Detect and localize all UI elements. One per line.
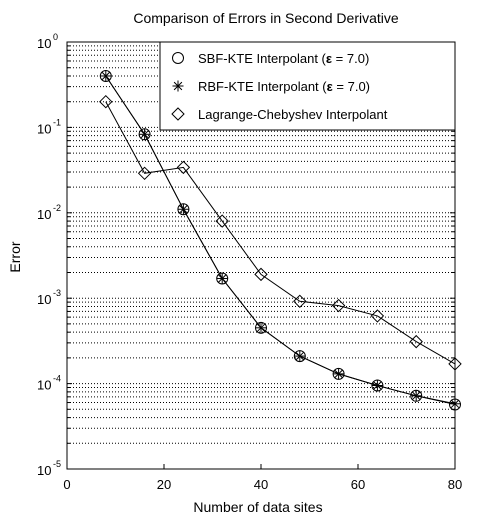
y-tick-label-base: 10 (37, 463, 51, 478)
x-tick-label: 80 (448, 477, 462, 492)
data-point-diamond (254, 267, 268, 282)
data-point-diamond (176, 160, 191, 175)
x-tick-label: 20 (157, 477, 171, 492)
data-point-diamond (293, 294, 307, 308)
legend-label: Lagrange-Chebyshev Interpolant (198, 107, 388, 122)
asterisk-stroke (295, 351, 305, 361)
data-point-asterisk (177, 203, 189, 215)
data-point-diamond (370, 309, 385, 323)
y-tick-label-exponent: 0 (53, 32, 58, 42)
x-axis-label: Number of data sites (193, 499, 322, 515)
data-point-diamond (331, 298, 346, 313)
data-point-asterisk (294, 350, 306, 362)
data-point-circle (172, 52, 184, 64)
legend-item-3: Lagrange-Chebyshev Interpolant (171, 107, 388, 122)
asterisk-stroke (179, 205, 188, 214)
legend-item-2: RBF-KTE Interpolant (ε = 7.0) (172, 79, 370, 94)
data-point-diamond (99, 94, 113, 109)
asterisk-stroke (140, 130, 149, 139)
y-axis-label: Error (7, 241, 23, 272)
legend-label: SBF-KTE Interpolant (ε = 7.0) (198, 51, 369, 66)
asterisk-stroke (101, 71, 111, 81)
y-tick-label-exponent: -4 (53, 374, 61, 384)
asterisk-stroke (217, 274, 227, 283)
data-point-diamond (171, 107, 185, 121)
y-tick-label-base: 10 (37, 207, 51, 222)
x-tick-label: 60 (351, 477, 365, 492)
legend: SBF-KTE Interpolant (ε = 7.0) RBF-KTE Int… (159, 41, 456, 131)
x-tick-label: 0 (63, 477, 70, 492)
asterisk-stroke (173, 81, 183, 91)
asterisk-stroke (256, 323, 266, 333)
y-tick-label-base: 10 (37, 292, 51, 307)
series-2 (100, 70, 461, 410)
asterisk-stroke (373, 381, 382, 390)
y-tick-label-base: 10 (37, 36, 51, 51)
data-point-asterisk (172, 80, 184, 92)
data-point-asterisk (410, 390, 422, 402)
series-3 (99, 94, 462, 371)
asterisk-stroke (334, 369, 343, 379)
data-point-asterisk (216, 273, 228, 285)
chart-title: Comparison of Errors in Second Derivativ… (133, 10, 399, 26)
data-point-diamond (137, 166, 152, 181)
asterisk-stroke (411, 391, 421, 401)
x-axis: 0 20 40 60 80 (63, 42, 462, 492)
data-point-asterisk (100, 70, 112, 82)
data-point-asterisk (333, 368, 345, 380)
data-point-asterisk (371, 380, 383, 392)
series-line (105, 101, 456, 365)
series-layer (99, 69, 462, 411)
y-tick-label-exponent: -3 (53, 288, 61, 298)
data-point-diamond (409, 334, 423, 349)
x-tick-label: 40 (254, 477, 268, 492)
data-point-asterisk (255, 322, 267, 334)
series-line (105, 75, 456, 405)
y-tick-label-exponent: -2 (53, 203, 61, 213)
y-tick-label-exponent: -5 (53, 459, 61, 469)
legend-item-1: SBF-KTE Interpolant (ε = 7.0) (172, 51, 369, 66)
y-tick-label-base: 10 (37, 378, 51, 393)
y-tick-label-exponent: -1 (53, 117, 61, 127)
legend-box (159, 41, 456, 131)
legend-label: RBF-KTE Interpolant (ε = 7.0) (198, 79, 370, 94)
y-tick-label-base: 10 (37, 121, 51, 136)
data-point-asterisk (139, 128, 151, 140)
data-point-diamond (215, 214, 229, 228)
